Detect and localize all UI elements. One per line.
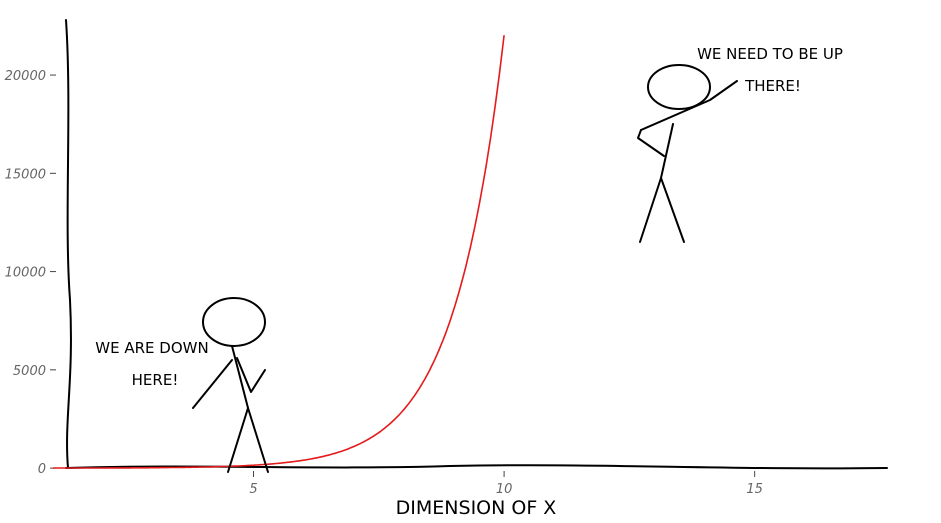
- stick-figure-head: [647, 64, 711, 110]
- stick-figure-body: [660, 123, 674, 179]
- x-tick-label: 15: [746, 482, 763, 497]
- stick-figure-leg-right: [247, 407, 269, 473]
- speech-up-line-1: WE NEED TO BE UP: [697, 45, 843, 63]
- stick-figure-arm-left: [192, 359, 233, 409]
- stick-figure-leg-left: [227, 407, 249, 473]
- stick-figure-arm-down: [637, 129, 665, 157]
- x-axis-ticks: 5 10 15: [249, 471, 763, 497]
- y-axis-ticks: 0 5000 10000 15000 20000: [5, 69, 56, 477]
- x-tick-label: 5: [249, 482, 257, 497]
- stick-figure-leg-left: [639, 177, 662, 243]
- series-line-0: [53, 35, 505, 469]
- stick-figure-leg-right: [660, 177, 685, 243]
- x-axis-title: DIMENSION OF X: [396, 497, 557, 519]
- stick-figure-down: [192, 297, 269, 473]
- speech-down-line-1: WE ARE DOWN: [95, 339, 208, 357]
- y-tick-label: 10000: [5, 266, 46, 281]
- stick-figure-up: [637, 64, 738, 243]
- stick-figure-arm-right: [236, 357, 266, 393]
- y-tick-label: 20000: [5, 69, 46, 84]
- y-axis-line: [65, 19, 72, 469]
- y-tick-label: 5000: [13, 364, 46, 379]
- x-tick-label: 10: [496, 482, 513, 497]
- speech-down-line-2: HERE!: [132, 371, 179, 389]
- stick-figure-body: [231, 345, 249, 409]
- y-tick-label: 15000: [5, 167, 46, 182]
- stick-figure-head: [202, 297, 266, 347]
- stick-figure-arm-raised: [640, 80, 738, 131]
- speech-up-line-2: THERE!: [744, 77, 801, 95]
- series-layer: [53, 35, 505, 469]
- y-tick-label: 0: [38, 462, 46, 477]
